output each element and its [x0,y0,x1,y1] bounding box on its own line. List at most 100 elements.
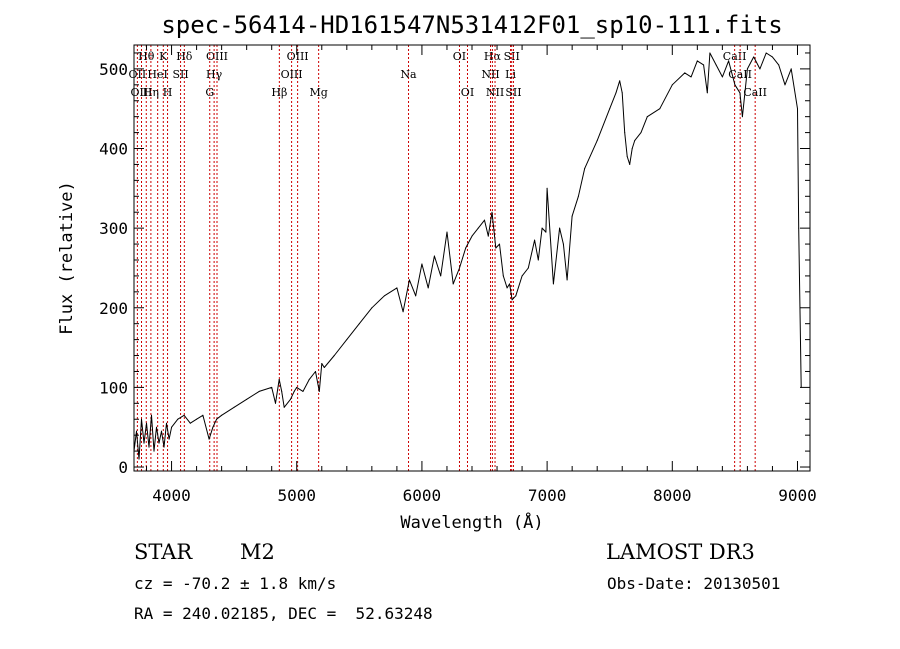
flux-point [559,227,561,229]
y-tick-label: 500 [99,60,128,79]
flux-point [196,418,198,420]
line-label: OI [461,86,474,99]
line-label: SII [504,50,520,63]
line-label: H [163,86,173,99]
y-tick-label: 300 [99,219,128,238]
flux-point [584,167,586,169]
observation-date: Obs-Date: 20130501 [607,574,781,593]
flux-point [491,211,493,213]
flux-point [396,287,398,289]
flux-point [446,231,448,233]
flux-point [796,108,798,110]
flux-point [671,84,673,86]
line-label: OII [129,68,147,81]
flux-point [690,76,692,78]
flux-point [709,52,711,54]
flux-point [577,195,579,197]
line-label: OIII [287,50,309,63]
flux-point [739,92,741,94]
flux-point [171,426,173,428]
flux-point [615,92,617,94]
flux-point [495,247,497,249]
flux-point [289,398,291,400]
flux-point [148,446,150,448]
x-tick-label: 9000 [778,486,817,505]
flux-point [631,148,633,150]
flux-point [506,287,508,289]
flux-point [166,422,168,424]
line-label: Hη [143,86,159,99]
line-label: Hα [484,50,502,63]
line-label: SII [172,68,188,81]
redshift-velocity: cz = -70.2 ± 1.8 km/s [134,574,337,593]
flux-point [293,390,295,392]
flux-point [621,92,623,94]
flux-point [216,418,218,420]
flux-point [534,239,536,241]
flux-point [619,80,621,82]
line-label: Hβ [271,86,287,99]
flux-point [233,406,235,408]
flux-point [458,267,460,269]
flux-point [189,422,191,424]
flux-point [545,231,547,233]
flux-point [562,243,564,245]
x-tick-label: 7000 [528,486,567,505]
flux-point [177,418,179,420]
chart-title: spec-56414-HD161547N531412F01_sp10-111.f… [161,11,782,39]
flux-point [784,84,786,86]
line-label: OIII [130,86,152,99]
flux-point [315,370,317,372]
flux-point [308,378,310,380]
flux-point [153,450,155,452]
flux-point [753,56,755,58]
flux-point [487,235,489,237]
flux-point [183,414,185,416]
flux-point [202,414,204,416]
x-tick-label: 6000 [403,486,442,505]
flux-point [168,438,170,440]
flux-point [383,295,385,297]
flux-point [408,279,410,281]
flux-point [163,446,165,448]
flux-point [765,52,767,54]
flux-point [566,279,568,281]
flux-point [146,422,148,424]
line-label: NII [486,86,504,99]
flux-point [296,386,298,388]
line-label: G [205,86,214,99]
flux-point [477,227,479,229]
x-tick-label: 8000 [653,486,692,505]
flux-point [402,311,404,313]
flux-point [728,60,730,62]
flux-point [541,227,543,229]
flux-point [626,155,628,157]
flux-point [624,132,626,134]
flux-point [318,390,320,392]
line-label: NII [481,68,499,81]
flux-point [502,275,504,277]
flux-point [151,414,153,416]
flux-point [302,390,304,392]
flux-point [571,215,573,217]
flux-point [141,418,143,420]
survey-name: LAMOST DR3 [606,540,755,564]
flux-point [798,227,800,229]
flux-point [596,140,598,142]
line-label: OIII [206,50,228,63]
flux-point [746,68,748,70]
flux-point [158,442,160,444]
y-tick-label: 400 [99,140,128,159]
flux-point [706,92,708,94]
flux-point [790,68,792,70]
x-tick-label: 4000 [152,486,191,505]
flux-point [452,283,454,285]
line-label: Na [400,68,417,81]
flux-series-line [133,52,802,460]
flux-point [509,283,511,285]
flux-point [440,275,442,277]
flux-point [741,116,743,118]
line-label: Hθ [138,50,155,63]
flux-point [278,378,280,380]
